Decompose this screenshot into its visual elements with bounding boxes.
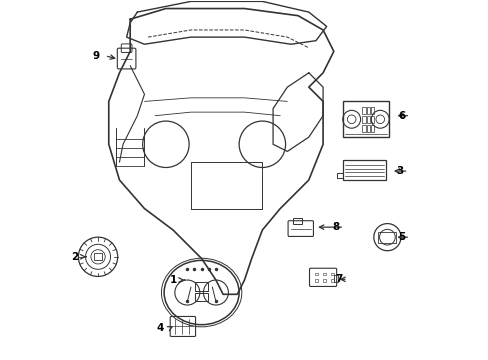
Bar bbox=[342, 160, 385, 180]
Bar bbox=[342, 102, 388, 137]
Bar bbox=[195, 282, 207, 291]
Bar bbox=[362, 116, 365, 123]
Bar bbox=[366, 125, 369, 132]
Bar bbox=[94, 253, 102, 260]
Text: 7: 7 bbox=[335, 274, 342, 284]
Text: 6: 6 bbox=[397, 111, 405, 121]
Bar bbox=[314, 273, 318, 275]
Bar bbox=[314, 279, 318, 282]
Text: 8: 8 bbox=[331, 222, 339, 232]
Bar bbox=[330, 273, 333, 275]
Bar bbox=[322, 279, 325, 282]
Text: 2: 2 bbox=[71, 252, 78, 262]
Bar bbox=[195, 293, 207, 301]
Text: 5: 5 bbox=[397, 232, 405, 242]
Bar bbox=[362, 108, 365, 114]
Bar bbox=[292, 218, 301, 224]
Bar bbox=[370, 116, 373, 123]
Bar bbox=[366, 108, 369, 114]
Text: 9: 9 bbox=[93, 51, 100, 61]
Bar bbox=[322, 273, 325, 275]
Bar bbox=[366, 116, 369, 123]
Text: 1: 1 bbox=[169, 275, 176, 285]
Text: 4: 4 bbox=[157, 323, 164, 333]
Bar bbox=[378, 232, 395, 243]
Bar bbox=[333, 275, 337, 282]
Bar bbox=[370, 108, 373, 114]
Bar bbox=[337, 173, 342, 178]
Bar bbox=[362, 125, 365, 132]
Bar bbox=[330, 279, 333, 282]
Text: 3: 3 bbox=[395, 166, 403, 176]
Bar bbox=[370, 125, 373, 132]
